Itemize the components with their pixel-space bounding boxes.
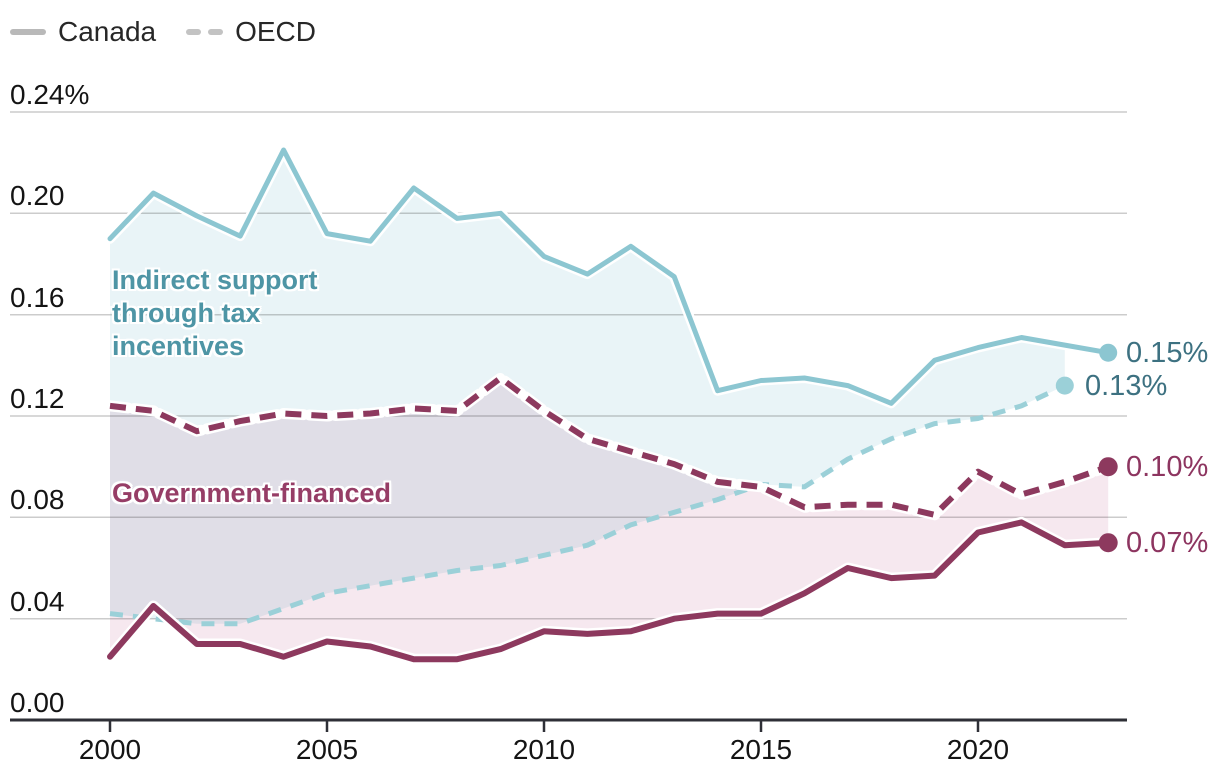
endpoint-dot-canada_gov <box>1098 533 1118 553</box>
y-tick-020: 0.20 <box>10 180 65 211</box>
series-line-oecd_gov <box>109 375 1110 518</box>
x-tick-2010: 2010 <box>512 734 576 765</box>
y-tick-016: 0.16 <box>10 282 65 313</box>
legend-label-canada: Canada <box>58 16 157 47</box>
end-label-canada-tax: 0.15% <box>1126 337 1209 369</box>
end-label-canada-gov: 0.07% <box>1126 527 1209 559</box>
series-line-oecd_tax <box>109 383 1066 627</box>
endpoint-dot-canada_tax <box>1099 343 1118 362</box>
endpoint-dot-oecd_gov <box>1098 457 1118 477</box>
series-line-canada_tax <box>107 147 1111 406</box>
x-tick-2020: 2020 <box>946 734 1010 765</box>
legend: Canada OECD <box>10 16 316 48</box>
x-tick-2005: 2005 <box>295 734 359 765</box>
end-label-oecd-gov: 0.10% <box>1126 451 1209 483</box>
legend-label-oecd: OECD <box>235 16 316 47</box>
end-label-oecd-tax: 0.13% <box>1085 370 1168 402</box>
y-tick-008: 0.08 <box>10 484 65 515</box>
series-line-canada_gov <box>107 519 1112 663</box>
endpoint-dot-oecd_tax <box>1055 376 1074 395</box>
legend-item-oecd: OECD <box>186 16 316 48</box>
y-tick-012: 0.12 <box>10 383 65 414</box>
x-tick-2000: 2000 <box>78 734 142 765</box>
solid-line-swatch-icon <box>10 29 46 35</box>
x-tick-2015: 2015 <box>729 734 793 765</box>
annotation-government-financed: Government-financed <box>112 478 392 508</box>
y-tick-000: 0.00 <box>10 687 65 718</box>
annotation-indirect-support: Indirect support through tax incentives <box>112 265 318 361</box>
y-tick-004: 0.04 <box>10 586 65 617</box>
y-tick-024: 0.24% <box>10 79 90 110</box>
dashed-line-swatch-icon <box>186 29 224 35</box>
legend-item-canada: Canada <box>10 16 156 48</box>
